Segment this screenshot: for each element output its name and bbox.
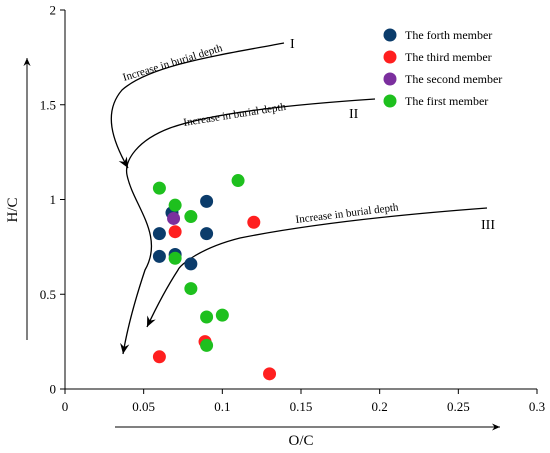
legend-marker-second bbox=[383, 72, 397, 86]
data-points bbox=[152, 174, 277, 381]
data-point-series-1 bbox=[168, 225, 182, 239]
data-point-series-1 bbox=[247, 215, 261, 229]
legend-label-third: The third member bbox=[405, 50, 492, 64]
legend-marker-third bbox=[383, 50, 397, 64]
x-tick-label: 0.15 bbox=[290, 399, 313, 414]
burial-curve-iii bbox=[146, 207, 488, 328]
legend: The forth member The third member The se… bbox=[383, 28, 502, 108]
legend-label-forth: The forth member bbox=[405, 28, 492, 42]
y-tick-label: 1.5 bbox=[40, 97, 56, 112]
legend-label-second: The second member bbox=[405, 72, 502, 86]
data-point-series-3 bbox=[200, 338, 214, 352]
legend-marker-forth bbox=[383, 28, 397, 42]
data-point-series-3 bbox=[200, 310, 214, 324]
x-tick-label: 0.25 bbox=[447, 399, 470, 414]
curve-ii-roman: II bbox=[349, 107, 359, 122]
y-tick-label: 0 bbox=[50, 382, 57, 397]
burial-curve-ii bbox=[120, 98, 376, 355]
x-tick-label: 0.1 bbox=[214, 399, 230, 414]
x-axis-title: O/C bbox=[288, 433, 313, 449]
y-tick-label: 1 bbox=[50, 192, 57, 207]
data-point-series-3 bbox=[184, 210, 198, 224]
burial-curve-i bbox=[110, 42, 285, 169]
data-point-series-3 bbox=[231, 174, 245, 188]
legend-marker-first bbox=[383, 94, 397, 108]
data-point-series-1 bbox=[263, 367, 277, 381]
data-point-series-3 bbox=[215, 308, 229, 322]
x-tick-label: 0.3 bbox=[529, 399, 545, 414]
y-tick-label: 2 bbox=[50, 3, 57, 18]
legend-label-first: The first member bbox=[405, 94, 488, 108]
data-point-series-0 bbox=[152, 227, 166, 241]
curve-i-roman: I bbox=[290, 37, 295, 52]
x-tick-label: 0 bbox=[62, 399, 69, 414]
x-tick-label: 0.05 bbox=[132, 399, 155, 414]
data-point-series-0 bbox=[200, 227, 214, 241]
data-point-series-3 bbox=[152, 181, 166, 195]
data-point-series-0 bbox=[200, 194, 214, 208]
curve-ii-label: Increase in burial depth bbox=[183, 101, 288, 129]
data-point-series-1 bbox=[152, 350, 166, 364]
data-point-series-3 bbox=[184, 282, 198, 296]
curve-i-label: Increase in burial depth bbox=[121, 42, 224, 84]
data-point-series-0 bbox=[152, 249, 166, 263]
curve-iii-roman: III bbox=[481, 218, 495, 233]
x-tick-label: 0.2 bbox=[372, 399, 388, 414]
y-tick-label: 0.5 bbox=[40, 287, 56, 302]
data-point-series-0 bbox=[184, 257, 198, 271]
data-point-series-2 bbox=[167, 211, 181, 225]
axis-ticks: 0 0.05 0.1 0.15 0.2 0.25 0.3 0 0.5 1 1.5 2 bbox=[40, 3, 545, 415]
data-point-series-3 bbox=[168, 251, 182, 265]
curve-iii-label: Increase in burial depth bbox=[295, 201, 400, 226]
y-axis-title: H/C bbox=[5, 197, 21, 222]
data-point-series-3 bbox=[168, 198, 182, 212]
